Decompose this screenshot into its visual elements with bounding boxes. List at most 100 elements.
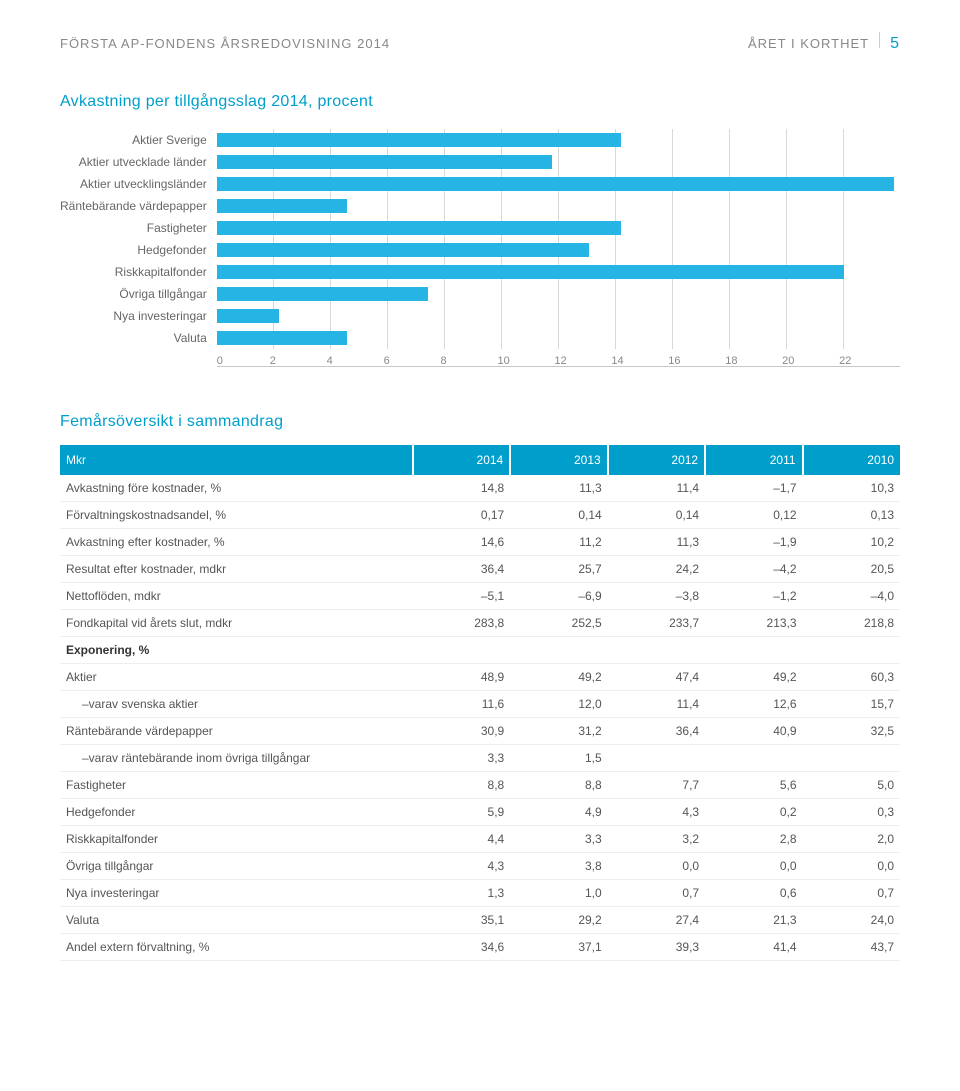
table-cell: 39,3	[608, 934, 705, 961]
table-cell: 37,1	[510, 934, 607, 961]
table-row: Exponering, %	[60, 637, 900, 664]
chart-y-label: Hedgefonder	[60, 239, 207, 261]
chart-bar	[217, 133, 621, 147]
table-cell: 10,2	[803, 529, 900, 556]
table-cell: 1,0	[510, 880, 607, 907]
page-header: FÖRSTA AP-FONDENS ÅRSREDOVISNING 2014 ÅR…	[60, 32, 900, 53]
chart-x-tick: 6	[384, 355, 441, 367]
table-cell: –3,8	[608, 583, 705, 610]
table-cell: 1,5	[510, 745, 607, 772]
table-cell: 2,8	[705, 826, 802, 853]
table-cell	[705, 745, 802, 772]
table-cell: 2,0	[803, 826, 900, 853]
table-row: Övriga tillgångar4,33,80,00,00,0	[60, 853, 900, 880]
table-cell: 11,3	[608, 529, 705, 556]
table-cell: 20,5	[803, 556, 900, 583]
table-cell: 5,9	[413, 799, 510, 826]
section-title: ÅRET I KORTHET	[748, 36, 869, 51]
table-row: –varav svenska aktier11,612,011,412,615,…	[60, 691, 900, 718]
table-header-cell: 2012	[608, 445, 705, 475]
chart-bar-row	[217, 261, 900, 283]
table-row: –varav räntebärande inom övriga tillgång…	[60, 745, 900, 772]
table-cell: 0,2	[705, 799, 802, 826]
chart-x-tick: 12	[554, 355, 611, 367]
chart-bar-row	[217, 195, 900, 217]
chart-x-tick: 4	[327, 355, 384, 367]
chart-y-label: Fastigheter	[60, 217, 207, 239]
table-cell: 4,3	[608, 799, 705, 826]
table-cell: –4,0	[803, 583, 900, 610]
table-row: Fondkapital vid årets slut, mdkr283,8252…	[60, 610, 900, 637]
table-cell	[413, 637, 510, 664]
table-cell: 213,3	[705, 610, 802, 637]
chart-y-label: Valuta	[60, 327, 207, 349]
chart-x-tick: 2	[270, 355, 327, 367]
chart-y-label: Övriga tillgångar	[60, 283, 207, 305]
table-cell: 49,2	[510, 664, 607, 691]
table-header-cell: Mkr	[60, 445, 413, 475]
chart-y-label: Aktier utvecklade länder	[60, 151, 207, 173]
table-cell: 24,0	[803, 907, 900, 934]
table-cell: 36,4	[608, 718, 705, 745]
table-cell: 0,12	[705, 502, 802, 529]
chart-bar-row	[217, 305, 900, 327]
table-cell: Hedgefonder	[60, 799, 413, 826]
table-cell: 0,0	[705, 853, 802, 880]
table-cell: Förvaltningskostnadsandel, %	[60, 502, 413, 529]
chart-x-tick: 22	[839, 355, 896, 367]
chart-bar	[217, 309, 279, 323]
table-cell: –5,1	[413, 583, 510, 610]
header-right: ÅRET I KORTHET 5	[748, 32, 900, 53]
table-cell	[608, 637, 705, 664]
table-row: Resultat efter kostnader, mdkr36,425,724…	[60, 556, 900, 583]
table-cell: 48,9	[413, 664, 510, 691]
table-cell: 32,5	[803, 718, 900, 745]
table-cell: Andel extern förvaltning, %	[60, 934, 413, 961]
chart-x-tick: 18	[725, 355, 782, 367]
table-cell	[803, 637, 900, 664]
table-cell: 30,9	[413, 718, 510, 745]
table-cell: 5,6	[705, 772, 802, 799]
table-row: Andel extern förvaltning, %34,637,139,34…	[60, 934, 900, 961]
table-cell: Riskkapitalfonder	[60, 826, 413, 853]
table-cell	[608, 745, 705, 772]
chart-plot: 0246810121416182022	[217, 129, 900, 367]
table-cell: 40,9	[705, 718, 802, 745]
table-cell: 0,0	[803, 853, 900, 880]
table-row: Avkastning före kostnader, %14,811,311,4…	[60, 475, 900, 502]
chart-bar	[217, 265, 844, 279]
table-row: Aktier48,949,247,449,260,3	[60, 664, 900, 691]
table-cell: 41,4	[705, 934, 802, 961]
table-cell: 3,2	[608, 826, 705, 853]
table-cell: 283,8	[413, 610, 510, 637]
table-cell: 10,3	[803, 475, 900, 502]
table-cell: 15,7	[803, 691, 900, 718]
chart-y-label: Räntebärande värdepapper	[60, 195, 207, 217]
table-cell: Fondkapital vid årets slut, mdkr	[60, 610, 413, 637]
table-title: Femårsöversikt i sammandrag	[60, 413, 900, 431]
table-cell: 3,3	[413, 745, 510, 772]
table-cell: 12,0	[510, 691, 607, 718]
table-cell: –1,9	[705, 529, 802, 556]
table-cell: Avkastning efter kostnader, %	[60, 529, 413, 556]
table-row: Valuta35,129,227,421,324,0	[60, 907, 900, 934]
table-cell: 0,0	[608, 853, 705, 880]
chart-title: Avkastning per tillgångsslag 2014, proce…	[60, 93, 900, 111]
table-cell: 0,7	[803, 880, 900, 907]
table-cell: –4,2	[705, 556, 802, 583]
table-cell: 21,3	[705, 907, 802, 934]
table-row: Räntebärande värdepapper30,931,236,440,9…	[60, 718, 900, 745]
table-cell: –1,7	[705, 475, 802, 502]
chart-x-ticks: 0246810121416182022	[217, 355, 900, 367]
chart-bar-row	[217, 129, 900, 151]
chart-bars	[217, 129, 900, 349]
chart-bar-row	[217, 327, 900, 349]
table-cell: Nettoflöden, mdkr	[60, 583, 413, 610]
chart-bar-row	[217, 283, 900, 305]
table-cell: Aktier	[60, 664, 413, 691]
table-cell: 0,3	[803, 799, 900, 826]
table-cell: 0,6	[705, 880, 802, 907]
table-cell: 60,3	[803, 664, 900, 691]
table-row: Förvaltningskostnadsandel, %0,170,140,14…	[60, 502, 900, 529]
header-divider	[879, 32, 880, 48]
